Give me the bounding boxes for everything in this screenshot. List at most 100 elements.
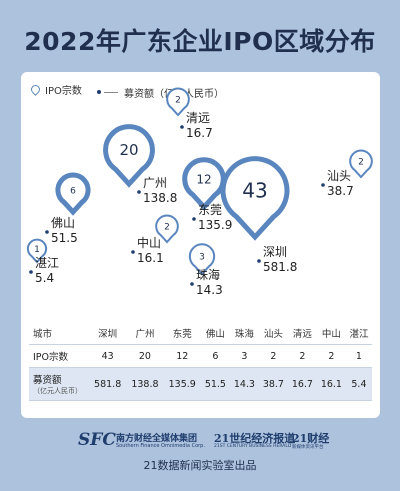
pin-东莞: 12 — [182, 157, 226, 211]
table-cell-amount: 16.1 — [316, 367, 346, 401]
city-amount: 5.4 — [35, 271, 55, 285]
logo-21caijing-en: 新媒体资讯平台 — [292, 445, 324, 450]
city-label-汕头: 汕头 38.7 — [327, 167, 354, 198]
table-row-amount: 募资额 （亿元人民币） 581.8 138.8 135.9 51.5 14.3 38.7 1… — [29, 367, 372, 401]
table-cell-city: 中山 — [316, 322, 346, 345]
city-label-中山: 中山 16.1 — [137, 234, 164, 265]
pin-清远: 2 — [166, 87, 190, 117]
amount-dot — [190, 282, 194, 286]
sfc-cn: 南方财经全媒体集团 — [116, 434, 198, 444]
pin-count-label: 3 — [199, 252, 205, 262]
pin-shape — [182, 157, 226, 211]
table-cell-count: 1 — [345, 344, 372, 368]
pin-count-label: 20 — [119, 141, 138, 159]
legend-ipo-label: IPO宗数 — [45, 86, 82, 97]
city-label-湛江: 湛江 5.4 — [35, 254, 59, 285]
table-cell-city: 佛山 — [200, 322, 230, 345]
pin-shape — [188, 243, 216, 276]
city-amount: 138.8 — [143, 191, 178, 205]
table-header-row: 城市 深圳 广州 东莞 佛山 珠海 汕头 清远 中山 湛江 — [29, 322, 372, 345]
pin-count-label: 1 — [34, 245, 40, 255]
city-name: 汕头 — [327, 169, 352, 183]
amount-dot — [180, 125, 184, 129]
city-label-珠海: 珠海 14.3 — [196, 266, 223, 297]
city-label-佛山: 佛山 51.5 — [51, 214, 78, 245]
pin-shape — [220, 156, 290, 241]
city-amount: 16.7 — [186, 126, 213, 140]
page-title: 2022年广东企业IPO区域分布 — [24, 27, 376, 56]
table-cell-city: 清远 — [287, 322, 317, 345]
city-name: 东莞 — [198, 203, 223, 217]
pin-count-label: 2 — [175, 95, 181, 105]
city-amount: 38.7 — [327, 184, 354, 198]
pin-珠海: 3 — [188, 243, 216, 276]
table-cell-count: 12 — [163, 344, 201, 368]
city-name: 珠海 — [196, 268, 221, 282]
city-amount: 135.9 — [198, 218, 233, 232]
amount-dot — [321, 183, 325, 187]
sfc-en: Southern Finance Omnimedia Corp. — [116, 443, 205, 449]
pin-shape — [155, 214, 179, 244]
table-cell-count: 20 — [126, 344, 164, 368]
pin-shape — [26, 238, 48, 264]
amount-dot — [257, 259, 261, 263]
pin-map: 43 20 12 6 3 2 2 2 1 — [26, 87, 373, 286]
pin-广州: 20 — [103, 124, 155, 188]
pin-count-label: 2 — [164, 222, 170, 232]
table-cell-count: 6 — [200, 344, 230, 368]
city-name: 深圳 — [263, 245, 288, 259]
amount-dot — [131, 250, 135, 254]
city-amount: 14.3 — [196, 283, 223, 297]
credit: 21数据新闻实验室出品 — [143, 459, 257, 472]
pin-汕头: 2 — [349, 149, 373, 179]
pin-佛山: 6 — [55, 172, 91, 216]
logo-21cbh: 21世纪经济报道 — [214, 432, 296, 445]
table-cell-amount: 38.7 — [258, 367, 288, 401]
table-cell-city: 湛江 — [345, 322, 372, 345]
table-cell-city: 汕头 — [258, 322, 288, 345]
city-label-东莞: 东莞 135.9 — [198, 201, 232, 232]
city-label-清远: 清远 16.7 — [186, 109, 213, 140]
pin-count-label: 2 — [358, 157, 364, 167]
table-cell-amount: 138.8 — [126, 367, 164, 401]
sfc-logo: SFC — [78, 430, 116, 450]
table-cell-amount: 5.4 — [345, 367, 372, 401]
city-name: 佛山 — [51, 216, 76, 230]
city-name: 清远 — [186, 111, 211, 125]
pin-shape — [103, 124, 155, 188]
table-cell-count: 2 — [287, 344, 317, 368]
pin-count-label: 6 — [70, 186, 76, 196]
table-cell-city: 东莞 — [163, 322, 201, 345]
table-cell-city: 珠海 — [229, 322, 259, 345]
table-cell-count: 2 — [258, 344, 288, 368]
city-amount: 16.1 — [137, 251, 164, 265]
pin-深圳: 43 — [220, 156, 290, 241]
pin-shape — [349, 149, 373, 179]
table-cell-amount: 135.9 — [163, 367, 201, 401]
city-label-广州: 广州 138.8 — [143, 174, 177, 205]
table-cell-amount: 581.8 — [89, 367, 127, 401]
logo-21cbh-en: 21ST CENTURY BUSINESS HERALD — [214, 444, 292, 449]
city-label-深圳: 深圳 581.8 — [263, 243, 297, 274]
amount-dot — [192, 217, 196, 221]
amount-dot — [45, 230, 49, 234]
table-cell-amount: 51.5 — [200, 367, 230, 401]
city-name: 广州 — [143, 176, 168, 190]
table-row-ipo: IPO宗数 43 20 12 6 3 2 2 2 1 — [29, 344, 372, 368]
city-name: 湛江 — [35, 256, 60, 270]
pin-湛江: 1 — [26, 238, 48, 264]
data-table: 城市 深圳 广州 东莞 佛山 珠海 汕头 清远 中山 湛江 IPO宗数 43 20 12 6 3 2 2 2 1… — [29, 322, 372, 401]
pin-shape — [166, 87, 190, 117]
pin-shape — [55, 172, 91, 216]
legend-ipo: IPO宗数 — [29, 82, 82, 97]
table-cell-count: 3 — [229, 344, 259, 368]
pin-count-label: 43 — [242, 179, 267, 203]
table-cell-city: 广州 — [126, 322, 164, 345]
table-cell-amount: 14.3 — [229, 367, 259, 401]
dot-line-icon — [97, 90, 119, 94]
amount-dot — [29, 270, 33, 274]
row-amount-title: 募资额 — [33, 375, 62, 386]
table-cell-city: 深圳 — [89, 322, 127, 345]
table-cell-count: 2 — [316, 344, 346, 368]
